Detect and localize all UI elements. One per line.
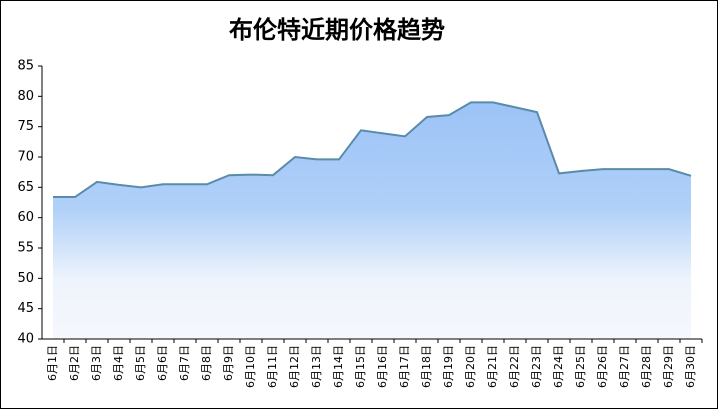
area-fill [53,102,691,340]
x-tick-label: 6月24日 [552,345,565,388]
x-tick-label: 6月23日 [530,345,543,388]
y-tick-label: 85 [17,59,34,74]
x-tick-label: 6月30日 [684,345,697,388]
x-tick-label: 6月13日 [310,345,323,388]
x-tick-label: 6月7日 [178,345,191,381]
x-tick-label: 6月2日 [68,345,81,381]
x-tick-label: 6月17日 [398,345,411,388]
x-tick-label: 6月15日 [354,345,367,388]
x-tick-label: 6月28日 [640,345,653,388]
x-tick-label: 6月3日 [90,345,103,381]
x-tick-label: 6月21日 [486,345,499,388]
x-tick-label: 6月27日 [618,345,631,388]
y-tick-label: 80 [17,89,34,104]
x-tick-label: 6月11日 [266,345,279,388]
y-tick-label: 70 [17,150,34,165]
x-tick-label: 6月26日 [596,345,609,388]
y-tick-label: 55 [17,241,34,256]
x-tick-label: 6月16日 [376,345,389,388]
x-tick-label: 6月10日 [244,345,257,388]
y-tick-label: 60 [17,210,34,225]
x-tick-label: 6月20日 [464,345,477,388]
y-tick-label: 45 [17,301,34,316]
x-tick-label: 6月9日 [222,345,235,381]
x-tick-label: 6月5日 [134,345,147,381]
y-tick-label: 75 [17,119,34,134]
x-tick-label: 6月25日 [574,345,587,388]
chart-title: 布伦特近期价格趋势 [229,16,445,44]
x-tick-label: 6月18日 [420,345,433,388]
y-tick-label: 65 [17,180,34,195]
y-tick-label: 40 [17,332,34,347]
x-tick-label: 6月14日 [332,345,345,388]
x-tick-label: 6月8日 [200,345,213,381]
x-tick-label: 6月29日 [662,345,675,388]
x-tick-label: 6月19日 [442,345,455,388]
x-tick-label: 6月1日 [46,345,59,381]
x-tick-label: 6月22日 [508,345,521,388]
line [53,101,692,199]
x-tick-label: 6月6日 [156,345,169,381]
y-tick-label: 50 [17,271,34,286]
x-tick-label: 6月12日 [288,345,301,388]
x-tick-label: 6月4日 [112,345,125,381]
